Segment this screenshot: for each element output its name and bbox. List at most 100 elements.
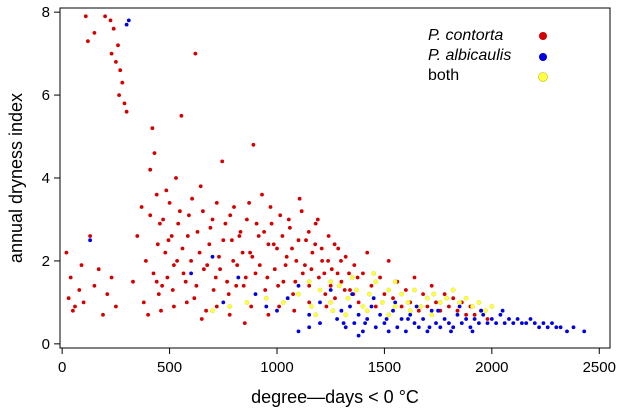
point-p-contorta-52 [187,213,191,218]
point-p-albicaulis-57 [515,317,520,321]
legend-marker-both [538,72,548,82]
point-p-contorta-98 [329,267,334,272]
point-p-contorta-160 [237,234,242,238]
point-p-albicaulis-74 [371,296,376,301]
point-p-contorta-192 [347,271,351,276]
point-both-5 [296,291,301,297]
point-p-albicaulis-45 [464,317,468,321]
point-both-35 [386,312,392,318]
point-p-contorta-147 [194,283,199,288]
point-p-contorta-47 [174,176,178,180]
point-both-23 [431,291,437,297]
point-p-contorta-83 [281,279,286,284]
y-tick-label-8: 8 [42,4,50,21]
point-p-contorta-170 [271,242,276,247]
point-p-contorta-137 [158,221,162,226]
point-layer [64,14,587,338]
point-p-contorta-18 [77,288,82,292]
point-both-41 [371,271,377,276]
point-p-contorta-194 [355,275,360,280]
x-tick-label-2500: 2500 [583,359,616,376]
point-p-contorta-26 [79,263,84,267]
point-p-contorta-28 [101,312,105,317]
point-p-contorta-53 [189,259,194,263]
point-both-42 [328,279,334,285]
point-both-14 [373,279,379,285]
point-p-contorta-198 [242,321,247,325]
point-p-contorta-87 [294,259,299,263]
point-p-contorta-159 [234,283,239,288]
point-both-40 [349,275,355,280]
point-p-albicaulis-17 [343,325,348,330]
point-p-albicaulis-26 [382,321,387,325]
point-p-contorta-123 [434,300,438,305]
point-p-albicaulis-51 [489,317,494,321]
point-both-22 [425,295,430,301]
point-p-contorta-118 [412,275,417,280]
point-p-contorta-25 [71,308,75,313]
point-p-contorta-143 [178,209,182,214]
point-p-contorta-54 [192,296,197,301]
point-p-contorta-81 [275,246,279,251]
point-p-albicaulis-58 [520,321,524,325]
point-p-albicaulis-8 [264,304,269,309]
point-p-albicaulis-32 [408,312,413,317]
point-p-contorta-175 [290,246,294,251]
point-p-albicaulis-82 [341,321,346,325]
point-p-contorta-183 [315,217,320,222]
point-p-contorta-40 [159,308,163,313]
point-both-27 [457,300,462,305]
point-p-albicaulis-18 [348,304,352,309]
point-p-contorta-111 [382,292,387,296]
point-p-contorta-105 [356,300,361,305]
x-tick-label-2000: 2000 [475,359,508,376]
point-p-contorta-151 [208,225,213,230]
point-p-albicaulis-12 [307,312,312,317]
point-p-contorta-39 [156,292,161,296]
point-both-12 [360,304,366,309]
point-both-9 [336,283,342,289]
point-both-32 [489,304,495,309]
point-p-albicaulis-31 [404,329,408,334]
point-p-albicaulis-46 [468,325,473,330]
point-p-contorta-116 [404,288,408,292]
point-p-contorta-17 [73,304,77,309]
point-p-albicaulis-14 [328,288,333,292]
point-p-contorta-7 [109,51,114,56]
point-p-contorta-158 [231,259,236,263]
point-p-contorta-171 [276,283,280,288]
point-p-contorta-61 [213,275,218,280]
point-p-contorta-188 [332,242,337,247]
point-p-albicaulis-76 [393,300,398,305]
point-p-albicaulis-75 [350,292,355,296]
point-p-albicaulis-9 [275,308,279,313]
point-p-contorta-130 [464,312,468,317]
point-p-albicaulis-78 [436,308,440,313]
x-axis-title: degree—days < 0 °C [251,387,419,407]
point-p-albicaulis-69 [571,325,576,330]
point-p-contorta-202 [292,308,297,313]
point-p-contorta-126 [447,304,451,309]
point-both-17 [392,304,398,309]
point-p-albicaulis-20 [356,312,361,317]
point-p-albicaulis-89 [356,333,361,338]
point-both-11 [354,287,359,293]
point-p-contorta-182 [313,242,318,247]
point-both-0 [210,308,215,314]
point-p-contorta-103 [348,288,352,292]
point-p-contorta-66 [230,238,234,243]
point-p-contorta-20 [81,300,86,305]
point-p-albicaulis-19 [352,321,357,325]
point-p-albicaulis-47 [472,317,477,321]
point-p-contorta-187 [328,283,333,288]
point-p-contorta-153 [214,201,219,205]
legend-label-albicaulis: P. albicaulis [428,47,511,64]
point-both-26 [450,287,456,293]
point-p-contorta-65 [226,292,231,296]
point-p-contorta-185 [322,271,327,276]
point-both-38 [313,312,319,318]
point-p-contorta-37 [154,192,159,197]
point-both-25 [444,295,450,301]
point-p-contorta-102 [343,254,348,259]
point-p-albicaulis-80 [479,308,483,313]
